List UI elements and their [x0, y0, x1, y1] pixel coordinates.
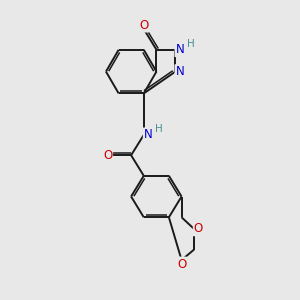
Text: N: N — [176, 65, 184, 78]
Text: O: O — [194, 222, 203, 236]
Text: O: O — [139, 19, 148, 32]
Text: H: H — [187, 39, 195, 49]
Text: H: H — [155, 124, 163, 134]
Text: O: O — [103, 149, 112, 162]
Text: N: N — [144, 128, 152, 141]
Text: O: O — [177, 257, 186, 271]
Text: N: N — [176, 43, 184, 56]
